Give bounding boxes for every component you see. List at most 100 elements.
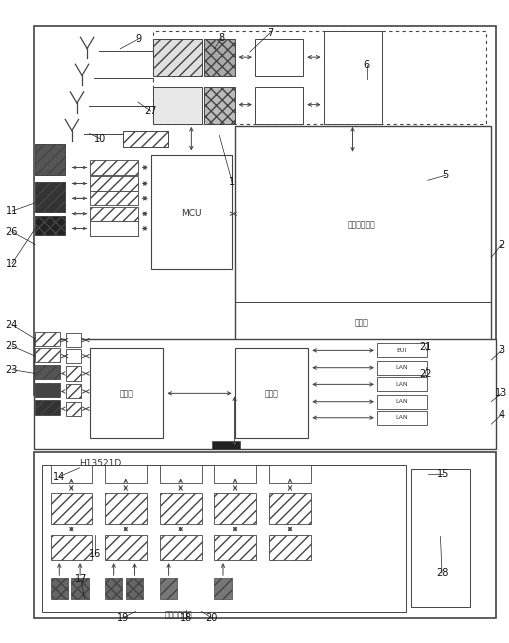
Text: 23: 23 — [6, 365, 18, 375]
Bar — [105, 534, 146, 560]
Bar — [35, 365, 60, 379]
Bar — [214, 466, 256, 483]
Bar — [204, 39, 234, 77]
Text: 17: 17 — [75, 574, 87, 584]
Text: H13521D: H13521D — [79, 460, 122, 469]
Bar — [234, 126, 490, 341]
Bar — [90, 176, 138, 190]
Bar — [153, 32, 485, 124]
Text: LAN: LAN — [395, 399, 407, 404]
Bar — [105, 578, 122, 599]
Bar — [35, 401, 60, 415]
Bar — [214, 493, 256, 523]
Text: 28: 28 — [435, 568, 447, 578]
Bar — [159, 493, 201, 523]
Text: 20: 20 — [205, 613, 217, 623]
Bar — [153, 39, 201, 77]
Bar — [35, 181, 65, 212]
Text: 模拟信号接口: 模拟信号接口 — [164, 611, 192, 620]
Bar — [35, 145, 65, 175]
Bar — [269, 466, 310, 483]
Text: 发射机: 发射机 — [120, 389, 133, 398]
Text: 24: 24 — [6, 320, 18, 330]
Bar — [126, 578, 143, 599]
Text: 2: 2 — [497, 239, 503, 249]
Text: 3: 3 — [497, 345, 503, 356]
Text: 22: 22 — [418, 369, 431, 379]
Bar — [150, 155, 232, 269]
Text: LAN: LAN — [395, 415, 407, 421]
Text: 7: 7 — [267, 28, 273, 38]
Bar — [90, 221, 138, 235]
Bar — [323, 32, 381, 124]
Text: 15: 15 — [436, 469, 448, 479]
Bar — [376, 343, 426, 358]
Bar — [50, 466, 92, 483]
Bar — [269, 534, 310, 560]
Bar — [376, 411, 426, 425]
Bar — [35, 383, 60, 397]
Bar — [35, 348, 60, 362]
Bar — [376, 395, 426, 409]
Text: MCU: MCU — [181, 209, 201, 218]
Bar — [34, 26, 495, 395]
Bar — [214, 578, 231, 599]
Bar — [50, 578, 68, 599]
Text: 16: 16 — [89, 548, 101, 559]
Bar — [90, 349, 163, 439]
Bar — [35, 215, 65, 235]
Bar — [159, 578, 177, 599]
Bar — [376, 377, 426, 392]
Bar — [254, 39, 303, 77]
Bar — [90, 221, 138, 235]
Text: 1: 1 — [229, 177, 235, 186]
Bar — [105, 466, 146, 483]
Text: 4: 4 — [497, 410, 503, 419]
Text: 8: 8 — [218, 33, 224, 43]
Text: 27: 27 — [144, 106, 157, 116]
Text: EUI: EUI — [396, 348, 406, 353]
Bar — [123, 131, 168, 147]
Bar — [71, 578, 89, 599]
Bar — [35, 332, 60, 346]
Text: 12: 12 — [6, 258, 18, 269]
Bar — [50, 534, 92, 560]
Bar — [204, 87, 234, 124]
Bar — [153, 87, 201, 124]
Text: 6: 6 — [363, 60, 369, 70]
Text: 9: 9 — [135, 34, 141, 44]
Bar — [34, 453, 495, 618]
Text: 21: 21 — [418, 342, 431, 352]
Text: LAN: LAN — [395, 382, 407, 387]
Bar — [66, 367, 81, 381]
Text: LAN: LAN — [395, 365, 407, 370]
Bar — [42, 466, 406, 611]
Bar — [159, 534, 201, 560]
Text: 嵌入式开发板: 嵌入式开发板 — [347, 221, 375, 230]
Text: 5: 5 — [442, 170, 448, 180]
Bar — [66, 385, 81, 399]
Bar — [411, 469, 469, 607]
Text: 18: 18 — [180, 613, 192, 623]
Bar — [254, 87, 303, 124]
Bar — [269, 493, 310, 523]
Bar — [234, 349, 307, 439]
Text: 10: 10 — [94, 134, 106, 143]
Bar — [211, 441, 239, 449]
Text: 接收机: 接收机 — [264, 389, 278, 398]
Bar — [90, 206, 138, 221]
Text: 26: 26 — [6, 227, 18, 237]
Bar — [50, 493, 92, 523]
Bar — [105, 493, 146, 523]
Bar — [66, 333, 81, 347]
Text: 19: 19 — [117, 613, 129, 623]
Bar — [90, 161, 138, 174]
Text: 核心板: 核心板 — [354, 318, 368, 327]
Text: 14: 14 — [53, 472, 65, 482]
Text: 25: 25 — [6, 341, 18, 351]
Bar — [34, 340, 495, 449]
Bar — [66, 402, 81, 416]
Bar — [66, 349, 81, 363]
Bar — [90, 191, 138, 205]
Bar — [159, 466, 201, 483]
